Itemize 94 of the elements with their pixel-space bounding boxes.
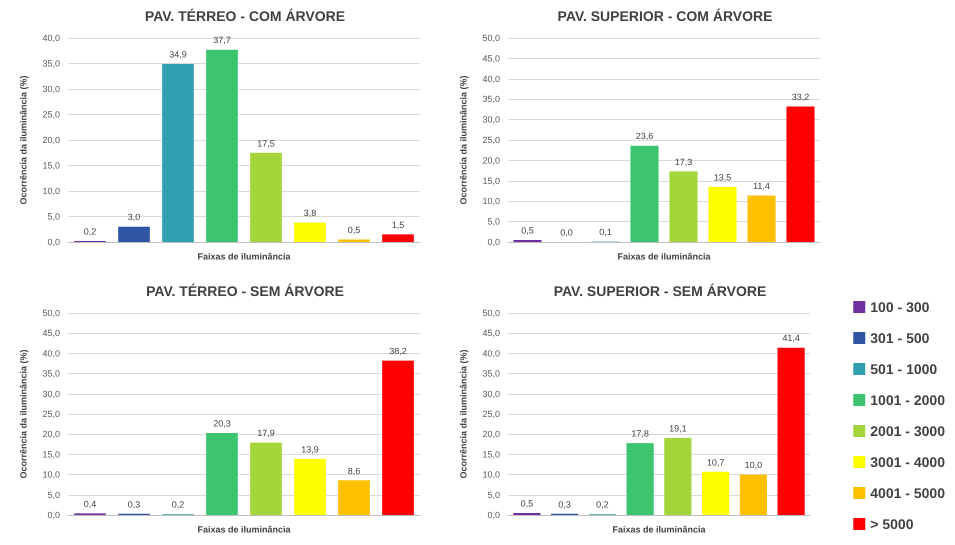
y-tick-label: 10,0 [42,186,60,196]
x-axis-title: Faixas de iluminância [197,524,292,534]
y-tick-label: 25,0 [482,135,500,145]
chart-title: PAV. TÉRREO - COM ÁRVORE [144,8,346,24]
data-label: 0,1 [599,227,612,238]
legend-label: 1001 - 2000 [870,392,946,408]
y-tick-label: 35,0 [482,94,500,104]
y-tick-label: 45,0 [42,328,60,338]
data-label: 23,6 [636,131,654,142]
data-label: 13,9 [301,444,319,454]
y-tick-label: 30,0 [482,114,500,125]
data-label: 0,2 [84,226,96,236]
data-label: 10,7 [706,457,724,468]
data-label: 3,0 [128,212,140,222]
x-axis-title: Faixas de iluminância [197,252,292,262]
y-tick-label: 5,0 [487,216,500,227]
y-tick-label: 20,0 [482,155,500,166]
data-label: 10,0 [744,460,762,470]
data-label: 17,5 [257,138,275,148]
data-label: 3,8 [304,208,316,218]
data-label: 20,3 [213,418,231,428]
y-tick-label: 50,0 [482,33,500,43]
data-label: 33,2 [792,92,810,102]
legend-label: 2001 - 3000 [870,423,946,439]
data-label: 41,4 [782,333,800,344]
y-axis-title: Ocorrência da iluminância (%) [18,75,28,205]
data-label: 0,4 [84,498,96,509]
data-label: 17,3 [674,156,692,167]
chart-title: PAV. TÉRREO - SEM ÁRVORE [146,283,344,299]
y-tick-label: 0,0 [487,237,500,247]
y-tick-label: 20,0 [42,429,60,440]
y-tick-label: 30,0 [42,388,60,399]
data-label: 34,9 [169,50,187,60]
y-tick-label: 10,0 [482,196,500,206]
legend-label: > 5000 [870,516,914,532]
data-label: 37,7 [213,35,231,46]
chart-title: PAV. SUPERIOR - SEM ÁRVORE [554,283,766,299]
data-label: 0,5 [520,498,534,508]
data-label: 17,9 [257,428,275,438]
y-tick-label: 35,0 [42,58,60,68]
legend-label: 4001 - 5000 [870,485,946,501]
x-axis-title: Faixas de iluminância [612,524,707,534]
y-tick-label: 25,0 [42,110,60,120]
data-label: 19,1 [669,423,687,434]
data-label: 0,2 [596,500,609,510]
y-tick-label: 0,0 [487,510,500,520]
y-tick-label: 45,0 [482,53,500,64]
data-label: 0,2 [172,500,184,510]
y-tick-label: 0,0 [47,510,60,520]
y-tick-label: 10,0 [42,470,60,480]
y-tick-label: 35,0 [482,368,500,379]
chart-title: PAV. SUPERIOR - COM ÁRVORE [558,8,772,24]
y-tick-label: 25,0 [482,409,500,419]
data-label: 8,6 [348,466,360,476]
y-tick-label: 5,0 [487,490,500,500]
y-tick-label: 40,0 [482,348,500,358]
y-tick-label: 0,0 [47,237,60,247]
data-label: 0,3 [128,499,140,510]
data-label: 1,5 [392,220,404,230]
legend-label: 3001 - 4000 [870,454,946,470]
y-tick-label: 5,0 [47,490,60,500]
y-axis-title: Ocorrência da iluminância (%) [458,75,468,205]
y-tick-label: 50,0 [42,308,60,318]
data-label: 17,8 [631,428,649,439]
data-label: 11,4 [753,180,770,191]
data-label: 0,5 [348,224,360,235]
y-tick-label: 15,0 [482,176,500,186]
y-tick-label: 30,0 [482,388,500,399]
y-tick-label: 40,0 [42,33,60,43]
y-axis-title: Ocorrência da iluminância (%) [18,349,28,479]
y-tick-label: 40,0 [42,348,60,358]
y-tick-label: 40,0 [482,74,500,84]
data-label: 38,2 [389,346,407,356]
data-label: 0,0 [560,228,573,238]
data-label: 13,5 [714,172,732,182]
data-label: 0,5 [521,225,534,236]
y-tick-label: 10,0 [482,470,500,480]
legend-label: 301 - 500 [870,330,930,346]
y-tick-label: 25,0 [42,409,60,419]
x-axis-title: Faixas de iluminância [617,252,712,262]
y-axis-title: Ocorrência da iluminância (%) [458,349,468,479]
legend-label: 100 - 300 [870,299,930,315]
y-tick-label: 15,0 [42,160,60,170]
y-tick-label: 15,0 [42,449,60,460]
y-tick-label: 50,0 [482,308,500,318]
y-tick-label: 20,0 [42,135,60,145]
y-tick-label: 45,0 [482,328,500,338]
y-tick-label: 35,0 [42,368,60,379]
legend-label: 501 - 1000 [870,361,938,377]
y-tick-label: 20,0 [482,429,500,440]
y-tick-label: 15,0 [482,449,500,460]
data-label: 0,3 [558,499,571,510]
y-tick-label: 30,0 [42,84,60,94]
y-tick-label: 5,0 [47,212,60,222]
